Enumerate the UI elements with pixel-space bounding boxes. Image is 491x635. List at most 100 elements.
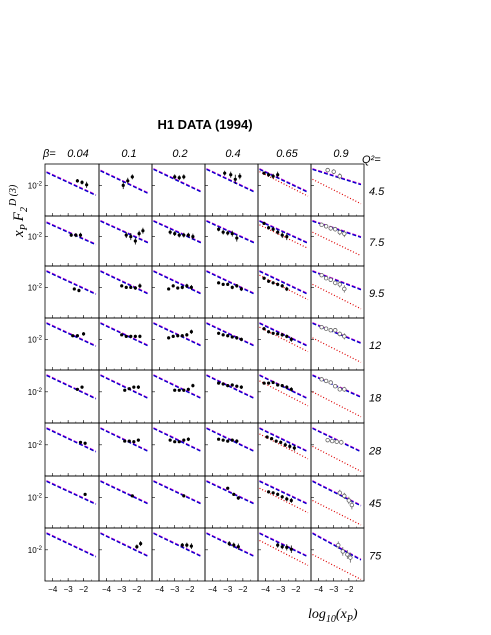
data-point-open xyxy=(340,549,345,554)
data-point xyxy=(191,234,195,239)
panel-grid: 10-2 10-2 10-2 10-2 10-2 10-2 10-2 10-2 xyxy=(28,163,365,582)
beta-label-1: 0.1 xyxy=(121,148,136,160)
data-point xyxy=(285,287,289,291)
data-point-open xyxy=(346,498,352,503)
data-point xyxy=(173,388,177,392)
fit-curve-dashed xyxy=(259,220,309,244)
q2-label-7: 75 xyxy=(369,551,382,563)
x-tick-label: −4 xyxy=(208,585,218,594)
data-point xyxy=(289,337,293,342)
data-point xyxy=(182,175,186,179)
fit-curve-magenta xyxy=(153,168,203,192)
data-point xyxy=(230,438,234,442)
fit-curve-dashed xyxy=(100,532,150,558)
panel-4-0 xyxy=(257,163,312,217)
fit-curve-magenta xyxy=(206,219,256,243)
data-point xyxy=(182,233,186,237)
data-point xyxy=(226,282,230,286)
x-tick-label: −2 xyxy=(344,585,354,594)
data-point-open xyxy=(319,222,324,228)
fit-curve-dotted xyxy=(259,274,309,301)
data-point-open xyxy=(328,328,333,333)
data-point xyxy=(132,440,136,444)
panel-5-1 xyxy=(310,215,365,267)
data-point xyxy=(276,173,280,177)
data-point xyxy=(289,498,293,503)
data-point-open xyxy=(333,227,338,232)
panel-2-1 xyxy=(151,215,206,267)
data-point xyxy=(230,383,234,387)
fit-curve-dotted xyxy=(312,445,362,472)
fit-curve-magenta xyxy=(46,374,97,399)
x-tick-label: −3 xyxy=(329,585,339,594)
data-point xyxy=(276,492,280,496)
fit-curve-dashed xyxy=(259,168,309,193)
data-point xyxy=(280,284,284,288)
data-point xyxy=(285,545,289,549)
data-point xyxy=(217,437,221,441)
data-point xyxy=(78,440,83,444)
data-point-open xyxy=(331,169,336,174)
fit-curve-dashed xyxy=(153,480,203,505)
panel-4-1 xyxy=(257,215,312,267)
data-point xyxy=(271,174,275,178)
data-point-open xyxy=(328,380,333,385)
data-point xyxy=(239,287,243,291)
beta-label-3: 0.4 xyxy=(225,148,240,160)
x-tick-label: −4 xyxy=(314,585,324,594)
data-point xyxy=(217,331,221,335)
fit-curve-dotted xyxy=(312,178,362,205)
x-tick-labels: −4 −3 −2 −4 −3 −2 −4 −3 −2 −4 −3 −2 −4 −3 −2 −4 −3 −2 xyxy=(48,585,354,594)
data-point xyxy=(271,331,275,335)
x-tick-label: −4 xyxy=(48,585,58,594)
data-point xyxy=(120,284,124,288)
fit-curve-magenta xyxy=(100,270,150,294)
fit-curve-dashed xyxy=(206,322,256,347)
fit-curve-dashed xyxy=(153,270,203,295)
data-point-open xyxy=(330,438,335,444)
data-point-open xyxy=(319,272,324,278)
panel-frame xyxy=(310,527,365,582)
data-point-open xyxy=(342,231,347,236)
data-point xyxy=(274,439,278,443)
panel-1-3 xyxy=(98,317,153,371)
data-point xyxy=(130,175,134,179)
panel-1-5 xyxy=(98,422,153,477)
data-point xyxy=(124,334,128,338)
data-point xyxy=(138,284,142,288)
fit-curve-dashed xyxy=(259,270,309,295)
panel-1-1 xyxy=(98,215,153,267)
data-point xyxy=(267,226,271,230)
fit-curve-dotted xyxy=(312,499,362,526)
beta-label-4: 0.65 xyxy=(276,148,298,160)
fit-curve-dotted xyxy=(312,283,362,310)
data-point-open xyxy=(333,328,338,333)
data-point xyxy=(271,281,275,285)
data-point xyxy=(167,287,171,291)
data-point xyxy=(267,330,271,334)
fit-curve-dashed xyxy=(153,427,203,453)
data-point xyxy=(129,285,133,290)
data-point xyxy=(72,287,76,291)
data-point xyxy=(262,221,266,225)
svg-text:xPF2D (3): xPF2D (3) xyxy=(8,184,30,238)
data-point xyxy=(180,334,184,338)
data-point xyxy=(186,233,190,237)
data-point xyxy=(280,333,284,337)
x-tick-label: −4 xyxy=(155,585,165,594)
data-point xyxy=(189,330,193,334)
fit-curve-dashed xyxy=(100,220,150,244)
data-point xyxy=(75,387,79,391)
fit-curve-magenta xyxy=(100,219,150,243)
y-tick-label: 10-2 xyxy=(28,233,43,242)
panel-0-3: 10-2 xyxy=(28,317,100,371)
data-point-open xyxy=(337,331,342,337)
fit-curve-magenta xyxy=(153,532,203,557)
data-point xyxy=(276,383,280,387)
data-point xyxy=(185,333,189,337)
fit-curve-dashed xyxy=(206,220,256,244)
data-point-open xyxy=(333,280,338,286)
panel-frame xyxy=(44,215,100,267)
panel-3-5 xyxy=(204,422,259,477)
data-point xyxy=(168,230,172,234)
